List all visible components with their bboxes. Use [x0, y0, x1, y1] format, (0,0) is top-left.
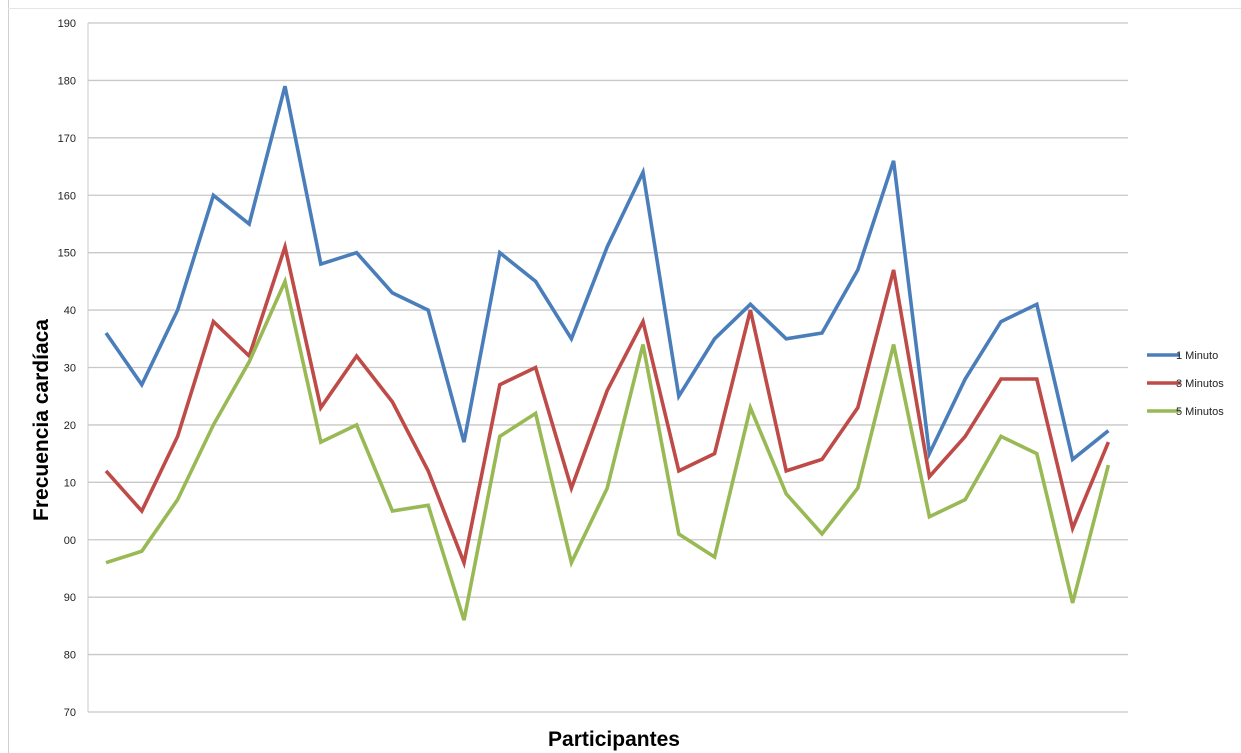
- y-tick-label: 190: [58, 18, 76, 30]
- legend-label-2: 3 Minutos: [1176, 378, 1224, 390]
- legend-label-3: 5 Minutos: [1176, 406, 1224, 418]
- y-tick-label: 30: [64, 363, 76, 375]
- y-tick-label: 180: [58, 75, 76, 87]
- y-tick-label: 170: [58, 133, 76, 145]
- series-line-1: [106, 86, 1108, 459]
- y-tick-label: 150: [58, 248, 76, 260]
- y-tick-label: 10: [64, 477, 76, 489]
- legend-label-1: 1 Minuto: [1176, 350, 1218, 362]
- y-tick-label: 00: [64, 535, 76, 547]
- y-tick-label: 90: [64, 592, 76, 604]
- y-axis-label: Frecuencia cardíaca: [30, 319, 53, 521]
- y-tick-label: 20: [64, 420, 76, 432]
- y-tick-label: 160: [58, 190, 76, 202]
- y-tick-label: 80: [64, 650, 76, 662]
- y-tick-labels: 70 80 90 00 10 20 30 40 150 160 170 180 190: [58, 18, 76, 719]
- series-line-2: [106, 247, 1108, 563]
- legend: 1 Minuto 3 Minutos 5 Minutos: [1147, 350, 1224, 418]
- y-tick-label: 70: [64, 707, 76, 719]
- x-axis-label: Participantes: [548, 728, 680, 751]
- y-tick-label: 40: [64, 305, 76, 317]
